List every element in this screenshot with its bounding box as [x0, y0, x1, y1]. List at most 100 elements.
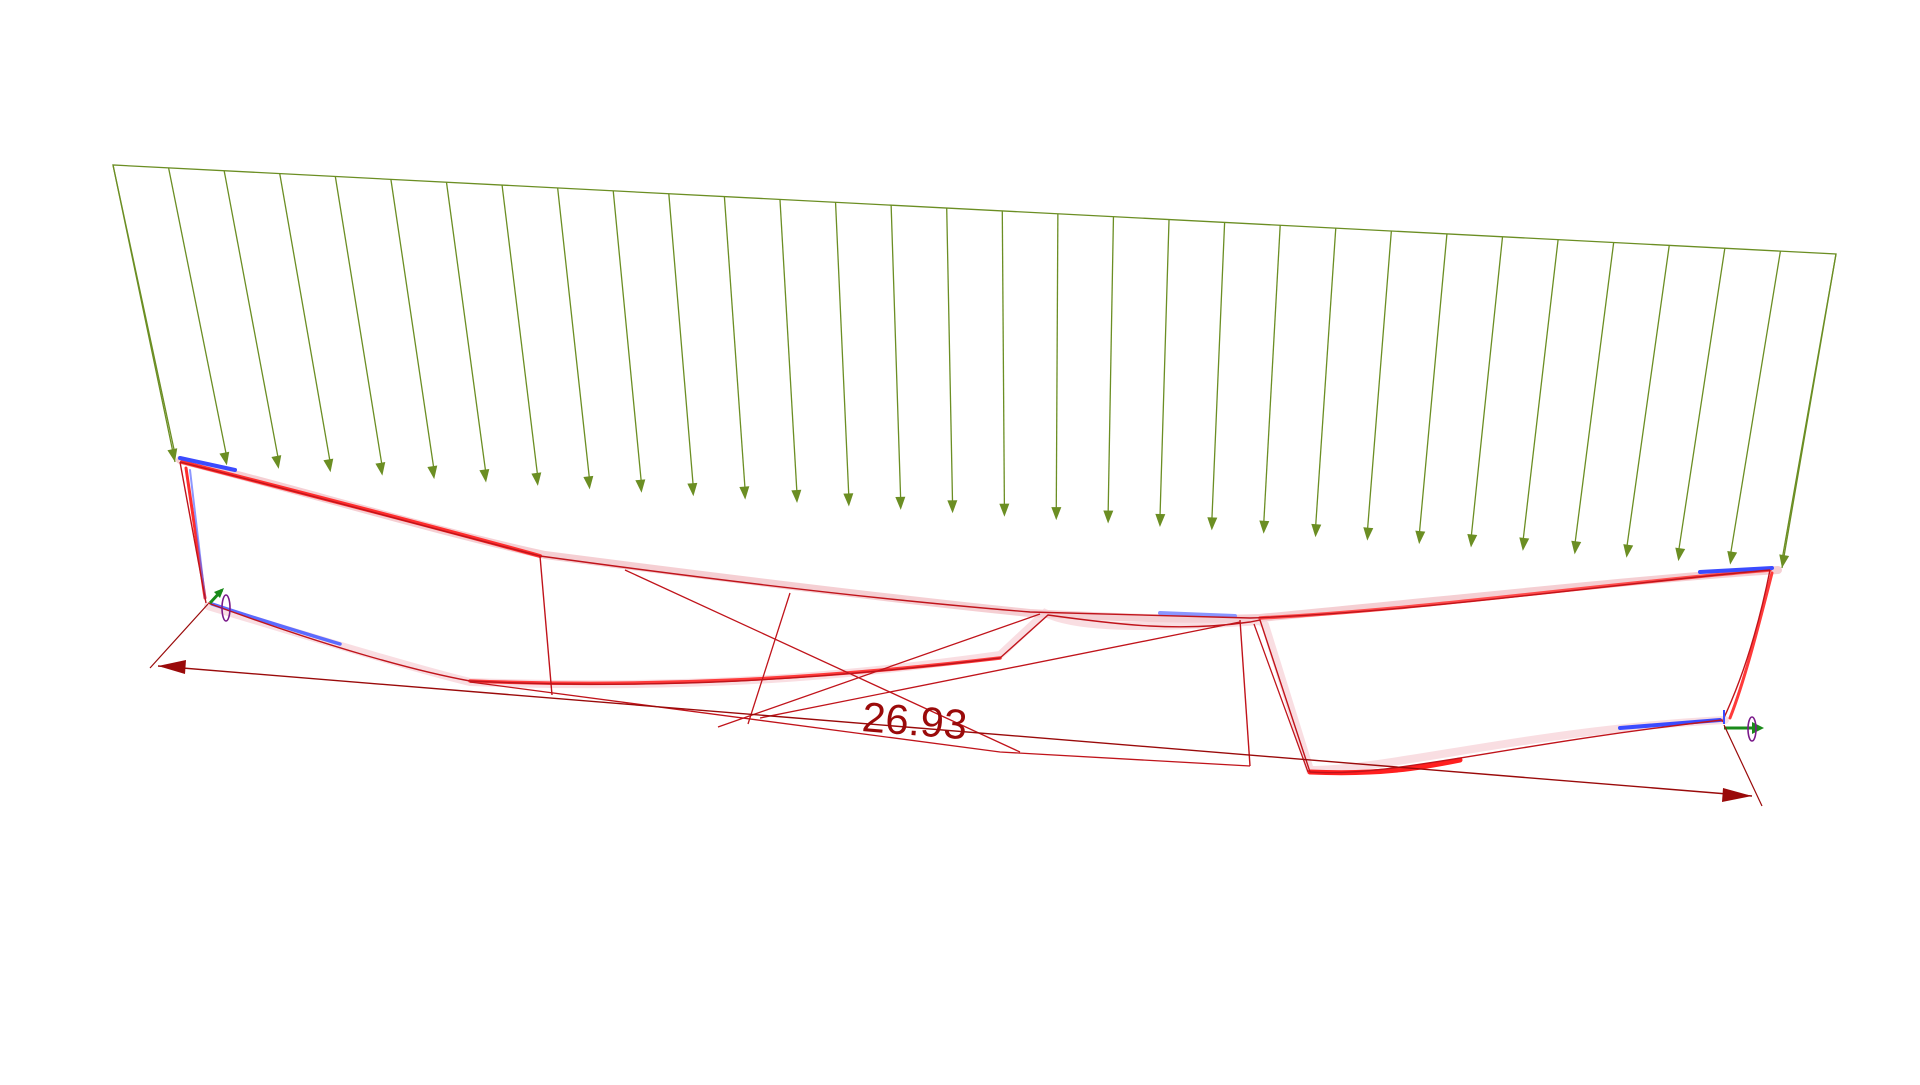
vertical-post-1[interactable]	[539, 555, 553, 696]
load-arrow-shaft	[112, 164, 176, 455]
truss-members[interactable]	[179, 461, 1771, 774]
load-arrow-shaft	[1470, 236, 1504, 540]
deformation-compression-top-left[interactable]	[178, 456, 237, 472]
load-arrow-shaft	[279, 173, 332, 465]
load-arrow-shaft	[1781, 253, 1837, 561]
load-arrowhead	[1155, 513, 1166, 527]
load-arrow-shaft	[390, 179, 435, 472]
span-dimension[interactable]: 26.93	[149, 603, 1763, 807]
load-arrow-shaft	[501, 185, 539, 479]
diagonal-3[interactable]	[717, 613, 1041, 728]
left-support[interactable]	[208, 588, 231, 622]
left-end-post[interactable]	[179, 461, 207, 604]
load-arrow-shaft	[223, 170, 280, 461]
left-support-rotation-icon	[221, 594, 231, 622]
deformation-compression-mid-top[interactable]	[1158, 611, 1237, 618]
load-arrowhead	[583, 475, 594, 490]
dimension-arrow-left	[158, 660, 186, 674]
load-arrow-shaft	[1574, 242, 1615, 547]
distributed-load[interactable]	[112, 164, 1837, 569]
right-support-arrowhead	[1752, 722, 1764, 734]
load-arrow-shaft	[1055, 213, 1059, 513]
load-arrowhead	[1727, 550, 1738, 565]
load-arrowhead	[427, 465, 438, 480]
load-arrowhead	[1207, 517, 1218, 531]
dimension-label[interactable]: 26.93	[860, 693, 969, 748]
load-arrowhead	[791, 489, 802, 504]
load-arrow-shaft	[612, 190, 643, 485]
supports[interactable]	[208, 588, 1764, 742]
load-arrowhead	[1571, 540, 1582, 555]
top-chord[interactable]	[179, 461, 1771, 619]
load-arrowhead	[323, 458, 334, 473]
load-arrowhead	[375, 462, 386, 476]
right-end-post[interactable]	[1721, 569, 1771, 723]
load-arrowhead	[1311, 523, 1322, 538]
deformation-compression-bottom-right[interactable]	[1618, 718, 1722, 730]
load-arrowhead	[1259, 520, 1270, 534]
load-arrowhead	[739, 486, 750, 500]
load-arrowhead	[1779, 554, 1790, 568]
load-arrow-shaft	[334, 176, 383, 468]
load-arrowhead	[1415, 530, 1426, 545]
load-outline	[112, 164, 1837, 569]
load-arrow-shaft	[723, 196, 746, 492]
right-support[interactable]	[1723, 710, 1764, 742]
load-arrowhead	[895, 496, 906, 510]
load-arrow-shaft	[1314, 228, 1337, 530]
dimension-extension-left	[149, 603, 209, 669]
diagonal-1[interactable]	[624, 569, 1021, 753]
dimension-line	[157, 665, 1753, 797]
deformation-tension-right-post[interactable]	[1728, 571, 1774, 720]
load-arrowhead	[1051, 507, 1062, 521]
load-arrow-shaft	[946, 208, 954, 506]
diagonal-5[interactable]	[1253, 623, 1309, 773]
load-arrowhead	[947, 500, 958, 514]
load-arrowhead	[219, 451, 230, 466]
load-arrowhead	[167, 448, 178, 462]
load-arrow-shaft	[890, 205, 902, 502]
diagonal-4[interactable]	[759, 621, 1241, 719]
load-arrowhead	[1103, 510, 1114, 524]
load-arrows	[112, 164, 1837, 568]
load-arrow-shaft	[1729, 251, 1782, 557]
load-arrowhead	[1467, 534, 1478, 548]
load-arrow-shaft	[1001, 210, 1006, 509]
load-arrowhead	[1519, 537, 1530, 551]
load-arrow-shaft	[167, 167, 228, 458]
load-arrow-shaft	[1107, 216, 1115, 516]
load-arrow-shaft	[1211, 222, 1226, 523]
load-arrowhead	[271, 455, 282, 469]
deformation-compression-top-right[interactable]	[1698, 566, 1774, 574]
load-arrow-shaft	[668, 193, 695, 489]
load-arrowhead	[1623, 544, 1634, 558]
deformation-compression-bottom-left[interactable]	[210, 602, 342, 646]
bottom-chord[interactable]	[207, 602, 1723, 774]
deformation-halo-bottom	[204, 602, 1729, 775]
load-arrowhead	[1675, 547, 1686, 562]
load-arrow-shaft	[1262, 225, 1281, 526]
load-arrowhead	[531, 472, 542, 486]
deformation-compression-left-post[interactable]	[189, 469, 206, 599]
load-arrowhead	[687, 482, 698, 497]
right-support-rotation-icon	[1747, 716, 1757, 742]
load-arrow-shaft	[445, 182, 487, 475]
diagonal-2[interactable]	[747, 592, 791, 725]
left-support-arrowhead	[214, 588, 224, 598]
load-arrowhead	[843, 493, 854, 507]
load-arrowhead	[479, 468, 490, 483]
load-arrowhead	[1363, 527, 1374, 541]
deformed-shape[interactable]	[176, 456, 1782, 776]
load-arrowhead	[999, 503, 1010, 517]
load-arrow-shaft	[834, 202, 850, 499]
lower-chord-straight[interactable]	[469, 681, 1251, 767]
load-arrow-shaft	[1677, 248, 1726, 554]
load-arrow-shaft	[779, 199, 798, 496]
load-arrow-shaft	[1522, 239, 1559, 543]
dimension-extension-right	[1723, 724, 1763, 807]
load-arrowhead	[635, 479, 646, 493]
dimension-arrow-right	[1722, 788, 1752, 802]
vertical-post-2[interactable]	[1239, 619, 1251, 767]
